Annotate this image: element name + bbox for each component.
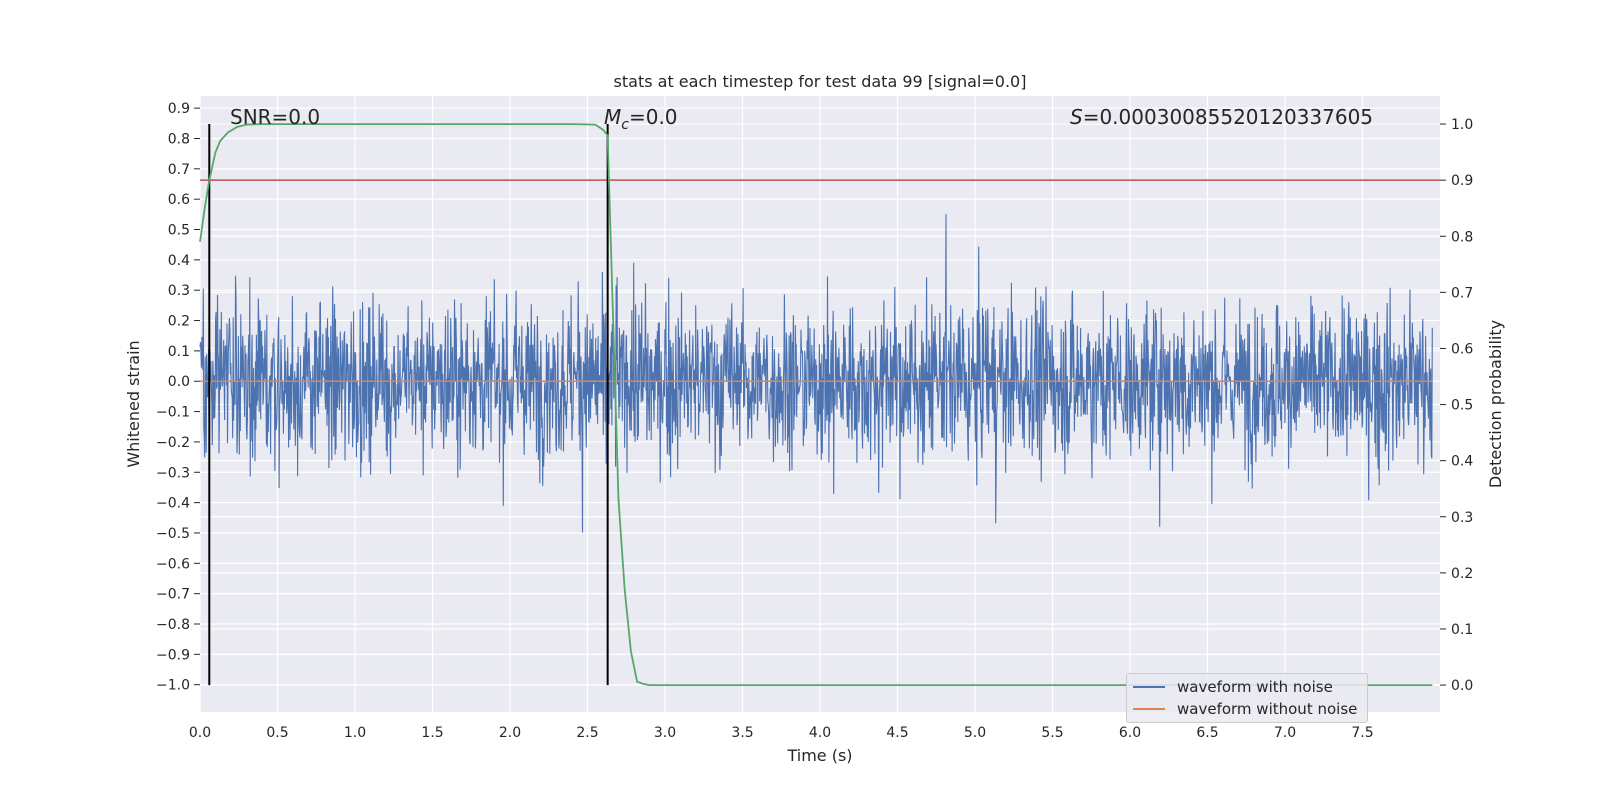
legend-swatch-clean xyxy=(1133,708,1165,710)
y2-tick-label: 0.5 xyxy=(1451,398,1473,414)
chirp-mass-symbol: M xyxy=(604,105,621,129)
detection-probability-line xyxy=(199,123,1433,686)
y-tick-label: 0.0 xyxy=(168,374,190,390)
y-tick-label: −0.4 xyxy=(156,496,190,512)
x-tick-label: 7.0 xyxy=(1274,725,1296,741)
snr-annotation: SNR=0.0 xyxy=(230,105,320,129)
y2-tick-label: 0.1 xyxy=(1451,622,1473,638)
y2-tick-label: 1.0 xyxy=(1451,117,1473,133)
y-tick-label: −0.8 xyxy=(156,617,190,633)
x-tick-label: 3.0 xyxy=(654,725,676,741)
chirp-mass-value: =0.0 xyxy=(629,105,678,129)
y-tick-label: −0.5 xyxy=(156,526,190,542)
x-tick-label: 2.0 xyxy=(499,725,521,741)
y-tick-label: −0.1 xyxy=(156,405,190,421)
y2-tick-label: 0.7 xyxy=(1451,285,1473,301)
y2-tick-label: 0.9 xyxy=(1451,173,1473,189)
score-symbol: S xyxy=(1070,105,1083,129)
legend-item-clean: waveform without noise xyxy=(1133,699,1357,719)
y2-tick-label: 0.6 xyxy=(1451,341,1473,357)
y-tick-label: −0.2 xyxy=(156,435,190,451)
y-tick-label: 0.4 xyxy=(168,253,190,269)
y2-tick-label: 0.0 xyxy=(1451,678,1473,694)
legend-label-noise: waveform with noise xyxy=(1177,678,1333,696)
y-tick-label: 0.7 xyxy=(168,162,190,178)
x-tick-label: 0.5 xyxy=(266,725,288,741)
y2-tick-label: 0.2 xyxy=(1451,566,1473,582)
x-tick-label: 0.0 xyxy=(189,725,211,741)
y2-tick-label: 0.8 xyxy=(1451,229,1473,245)
chart-title: stats at each timestep for test data 99 … xyxy=(614,72,1027,91)
y2-tick-label: 0.3 xyxy=(1451,510,1473,526)
y2-axis-label: Detection probability xyxy=(1486,320,1505,488)
y-tick-label: 0.5 xyxy=(168,223,190,239)
y-tick-label: 0.6 xyxy=(168,192,190,208)
x-tick-label: 4.0 xyxy=(809,725,831,741)
waveform-with-noise-line xyxy=(199,214,1433,533)
x-tick-label: 5.5 xyxy=(1041,725,1063,741)
legend-label-clean: waveform without noise xyxy=(1177,700,1358,718)
y-tick-label: −1.0 xyxy=(156,678,190,694)
y-tick-label: 0.2 xyxy=(168,314,190,330)
y-tick-label: 0.1 xyxy=(168,344,190,360)
x-tick-label: 1.5 xyxy=(421,725,443,741)
legend-swatch-noise xyxy=(1133,686,1165,688)
chirp-mass-annotation: Mc=0.0 xyxy=(604,105,678,133)
y-tick-label: −0.6 xyxy=(156,556,190,572)
y-tick-label: 0.9 xyxy=(168,101,190,117)
y-tick-label: 0.8 xyxy=(168,131,190,147)
x-tick-label: 3.5 xyxy=(731,725,753,741)
chirp-mass-subscript: c xyxy=(621,117,629,133)
score-annotation: S=0.00030085520120337605 xyxy=(1070,105,1373,129)
y-axis-label: Whitened strain xyxy=(124,340,143,467)
x-tick-label: 5.0 xyxy=(964,725,986,741)
x-tick-label: 6.0 xyxy=(1119,725,1141,741)
x-tick-label: 7.5 xyxy=(1351,725,1373,741)
x-tick-label: 1.0 xyxy=(344,725,366,741)
y-tick-label: −0.3 xyxy=(156,465,190,481)
x-tick-label: 4.5 xyxy=(886,725,908,741)
legend-item-noise: waveform with noise xyxy=(1133,677,1333,697)
legend: waveform with noise waveform without noi… xyxy=(1126,673,1368,723)
x-axis-label: Time (s) xyxy=(786,746,852,765)
y-tick-label: −0.7 xyxy=(156,587,190,603)
vertical-markers xyxy=(208,124,609,686)
x-tick-label: 6.5 xyxy=(1196,725,1218,741)
score-value: =0.00030085520120337605 xyxy=(1083,105,1373,129)
y-tick-label: −0.9 xyxy=(156,647,190,663)
y2-tick-label: 0.4 xyxy=(1451,454,1473,470)
y-tick-label: 0.3 xyxy=(168,283,190,299)
x-tick-label: 2.5 xyxy=(576,725,598,741)
axis-ticks: 0.0 0.5 1.0 1.5 2.0 2.5 3.0 3.5 4.0 4.5 5.0 5.5 6.0 6… xyxy=(156,101,1473,741)
